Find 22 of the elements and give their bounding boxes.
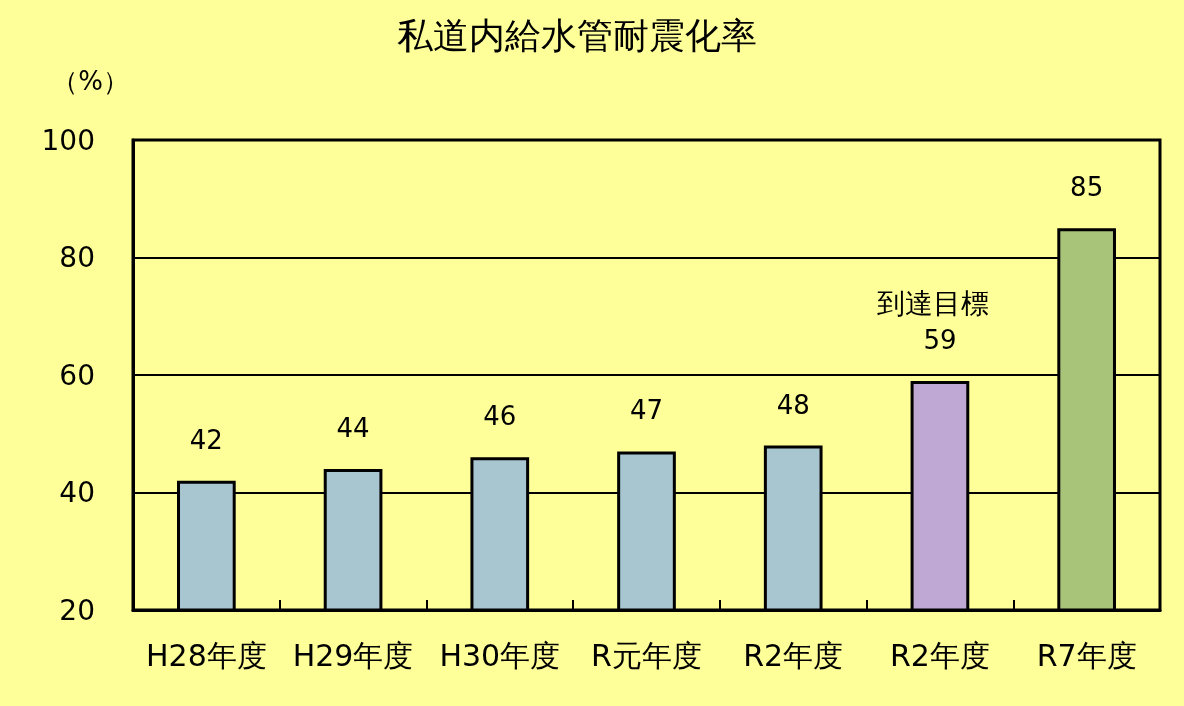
data-label: 85 xyxy=(1070,172,1104,203)
data-label: 46 xyxy=(483,401,517,432)
x-tick-label: R2年度 xyxy=(743,637,844,673)
chart-title: 私道内給水管耐震化率 xyxy=(397,14,757,56)
annotation: 到達目標 xyxy=(877,286,989,320)
x-tick-label: R7年度 xyxy=(1036,637,1137,673)
x-tick-label: H30年度 xyxy=(439,637,561,673)
x-tick-label: H29年度 xyxy=(292,637,414,673)
data-label: 44 xyxy=(336,413,370,443)
data-label: 48 xyxy=(776,389,810,420)
y-tick-label: 80 xyxy=(59,241,95,274)
x-tick-label: H28年度 xyxy=(145,637,267,673)
data-label: 42 xyxy=(189,424,223,455)
data-label: 47 xyxy=(629,395,664,426)
y-tick-label: 60 xyxy=(59,358,95,392)
x-tick-label: R2年度 xyxy=(889,637,990,673)
x-tick-label: R元年度 xyxy=(591,637,702,673)
y-tick-label: 20 xyxy=(59,593,95,627)
data-label: 59 xyxy=(923,324,957,355)
y-axis-title: （%） xyxy=(52,66,129,96)
y-tick-label: 40 xyxy=(59,476,95,509)
y-tick-label: 100 xyxy=(41,123,95,157)
